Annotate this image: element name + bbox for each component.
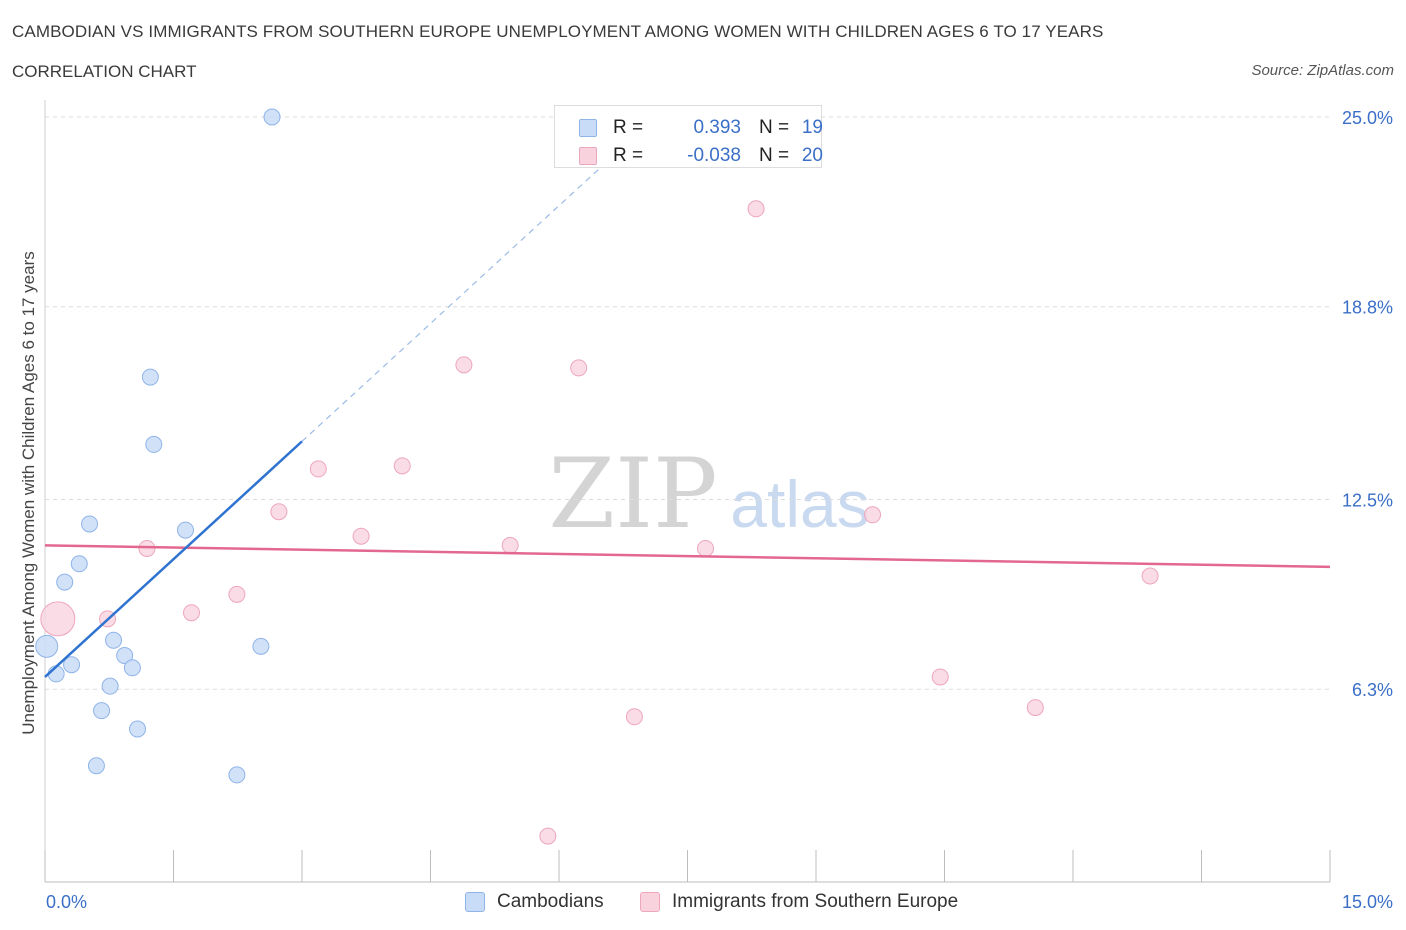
stats-legend: R = 0.393 N = 19 R = -0.038 N = 20 [554, 105, 823, 168]
data-point-southern-europe[interactable] [864, 506, 882, 524]
data-point-southern-europe[interactable] [539, 827, 557, 845]
r-value: -0.038 [687, 145, 741, 166]
watermark-atlas: atlas [730, 467, 869, 541]
legend-swatch-southern-europe [640, 892, 660, 912]
data-point-southern-europe[interactable] [228, 585, 246, 603]
data-point-cambodians[interactable] [93, 702, 111, 720]
data-point-cambodians[interactable] [228, 766, 246, 784]
y-axis-label: Unemployment Among Women with Children A… [19, 251, 38, 735]
legend-swatch-cambodians [579, 119, 597, 137]
data-point-southern-europe[interactable] [352, 527, 370, 545]
data-point-cambodians[interactable] [101, 677, 119, 695]
data-point-southern-europe[interactable] [309, 460, 327, 478]
data-point-southern-europe[interactable] [270, 503, 288, 521]
data-point-cambodians[interactable] [141, 368, 159, 386]
data-point-cambodians[interactable] [81, 515, 99, 533]
trendline-southern-europe [44, 544, 1331, 569]
data-point-southern-europe[interactable] [138, 539, 156, 557]
y-tick-label: 25.0% [1342, 108, 1393, 128]
data-point-southern-europe[interactable] [455, 356, 473, 374]
legend-label: Immigrants from Southern Europe [672, 891, 959, 912]
data-point-southern-europe[interactable] [40, 601, 76, 637]
data-point-cambodians[interactable] [145, 435, 163, 453]
x-tick-label: 15.0% [1342, 892, 1393, 912]
data-point-cambodians[interactable] [129, 720, 147, 738]
n-label: N = [759, 145, 790, 166]
data-point-cambodians[interactable] [35, 634, 59, 658]
data-point-cambodians[interactable] [123, 659, 141, 677]
data-point-southern-europe[interactable] [747, 200, 765, 218]
trendline-cambodians-extension [301, 150, 620, 442]
data-point-southern-europe[interactable] [625, 708, 643, 726]
chart-title: CAMBODIAN VS IMMIGRANTS FROM SOUTHERN EU… [12, 22, 1104, 41]
data-point-cambodians[interactable] [56, 573, 74, 591]
data-point-cambodians[interactable] [116, 647, 134, 665]
r-label: R = [613, 117, 644, 138]
data-point-cambodians[interactable] [70, 555, 88, 573]
data-point-southern-europe[interactable] [182, 604, 200, 622]
data-point-cambodians[interactable] [176, 521, 194, 539]
data-point-southern-europe[interactable] [570, 359, 588, 377]
n-label: N = [759, 117, 790, 138]
y-tick-label: 18.8% [1342, 298, 1393, 318]
legend-swatch-southern-europe [579, 147, 597, 165]
legend-label: Cambodians [497, 891, 604, 912]
data-point-cambodians[interactable] [87, 757, 105, 775]
watermark-zip: ZIP [548, 438, 717, 550]
n-value: 20 [801, 145, 823, 166]
r-value: 0.393 [693, 117, 741, 138]
data-point-southern-europe[interactable] [393, 457, 411, 475]
legend-swatch-cambodians [465, 892, 485, 912]
y-tick-label: 12.5% [1342, 491, 1393, 511]
data-point-southern-europe[interactable] [1026, 699, 1044, 717]
data-point-cambodians[interactable] [105, 631, 123, 649]
data-point-southern-europe[interactable] [931, 668, 949, 686]
n-value: 19 [801, 117, 823, 138]
data-point-southern-europe[interactable] [501, 536, 519, 554]
data-point-cambodians[interactable] [263, 108, 281, 126]
trendline-cambodians [44, 440, 303, 678]
y-tick-label: 6.3% [1352, 680, 1393, 700]
source-label: Source: ZipAtlas.com [1251, 62, 1394, 79]
data-point-cambodians[interactable] [252, 637, 270, 655]
data-point-cambodians[interactable] [63, 656, 81, 674]
chart-subtitle: CORRELATION CHART [12, 62, 197, 81]
data-point-southern-europe[interactable] [1141, 567, 1159, 585]
r-label: R = [613, 145, 644, 166]
data-point-southern-europe[interactable] [696, 539, 714, 557]
x-tick-label: 0.0% [46, 892, 87, 912]
